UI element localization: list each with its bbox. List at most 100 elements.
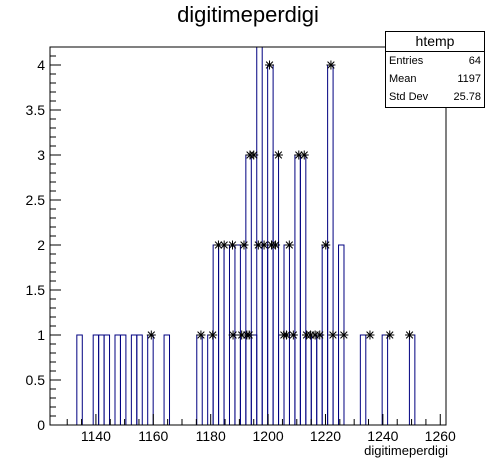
marker-stroke (329, 331, 337, 339)
marker-stroke (405, 331, 414, 339)
marker-stroke (220, 241, 228, 249)
data-point-marker (265, 60, 275, 70)
marker-stroke (322, 241, 330, 249)
y-tick-label: 3 (37, 147, 45, 163)
marker-stroke (285, 241, 294, 249)
histogram-bin (239, 334, 247, 425)
data-point-marker (315, 330, 325, 340)
histogram-bin (278, 334, 285, 425)
marker-group (146, 60, 415, 340)
stats-mean-label: Mean (389, 73, 417, 85)
histogram-bin (245, 154, 252, 425)
histogram-bin (196, 334, 203, 425)
x-tick-label: 1220 (310, 428, 341, 444)
histogram-bin (288, 334, 296, 425)
stats-row-entries: Entries 64 (386, 52, 484, 70)
stats-std-label: Std Dev (389, 91, 429, 103)
y-tick-label: 0 (37, 417, 45, 433)
y-tick-label: 2 (37, 237, 45, 253)
data-point-marker (196, 330, 206, 340)
histogram-bin (261, 244, 269, 425)
stats-box-title: htemp (386, 32, 484, 52)
histogram-outline-group (76, 46, 416, 425)
stats-mean-value: 1197 (457, 73, 481, 85)
histogram-bin (294, 154, 301, 425)
data-point-marker (385, 330, 395, 340)
histogram-bin (114, 334, 121, 425)
histogram-bin (299, 154, 307, 425)
histogram-bin (316, 334, 323, 425)
histogram-bin (228, 334, 236, 425)
y-tick-label: 2.5 (26, 192, 46, 208)
stats-std-value: 25.78 (453, 91, 481, 103)
data-point-marker (405, 330, 415, 340)
y-tick-label: 3.5 (26, 102, 46, 118)
marker-stroke (197, 331, 205, 339)
axes-group: 1140 1160 1180 1200 1220 1240 1260 0 0.5 1 1.5 2 2.5… (26, 46, 456, 444)
histogram-bin (136, 334, 143, 425)
data-point-marker (365, 330, 375, 340)
stats-row-std: Std Dev 25.78 (386, 88, 484, 106)
data-point-marker (273, 150, 283, 160)
marker-stroke (295, 151, 303, 159)
marker-stroke (300, 151, 308, 159)
stats-box: htemp Entries 64 Mean 1197 Std Dev 25.78 (385, 31, 485, 108)
data-point-marker (271, 240, 281, 250)
histogram-bin (147, 334, 154, 425)
y-tick-label: 1 (37, 327, 45, 343)
histogram-bin (381, 334, 389, 425)
marker-stroke (340, 331, 348, 339)
histogram-bin (332, 334, 340, 425)
histogram-bin (408, 334, 416, 425)
histogram-bin (250, 334, 258, 425)
histogram-bin (218, 244, 225, 425)
x-tick-label: 1180 (196, 428, 226, 444)
data-point-marker (208, 330, 218, 340)
x-tick-label: 1160 (138, 428, 168, 444)
data-point-marker (288, 330, 298, 340)
data-point-marker (326, 60, 336, 70)
data-point-marker (244, 330, 254, 340)
marker-stroke (386, 331, 394, 339)
data-point-marker (328, 330, 338, 340)
data-point-marker (339, 330, 349, 340)
y-tick-label: 4 (37, 57, 45, 73)
marker-stroke (254, 241, 263, 249)
y-tick-label: 1.5 (26, 282, 46, 298)
marker-stroke (282, 331, 291, 339)
stats-entries-value: 64 (468, 55, 481, 67)
marker-stroke (208, 331, 217, 339)
marker-stroke (327, 61, 335, 69)
marker-stroke (366, 331, 374, 339)
marker-stroke (245, 331, 253, 339)
stats-row-mean: Mean 1197 (386, 70, 484, 88)
x-tick-label: 1240 (367, 428, 398, 444)
stats-entries-label: Entries (389, 55, 424, 67)
data-point-marker (228, 330, 238, 340)
data-point-marker (284, 240, 294, 250)
marker-stroke (265, 61, 274, 69)
histogram-bin (305, 334, 312, 425)
histogram-bin (103, 334, 111, 425)
marker-stroke (240, 241, 248, 249)
histogram-bin (359, 334, 367, 425)
data-point-marker (146, 330, 156, 340)
data-point-marker (299, 150, 309, 160)
data-point-marker (321, 240, 331, 250)
data-point-marker (228, 240, 238, 250)
chart-title: digitimeperdigi (177, 2, 319, 27)
data-point-marker (239, 240, 249, 250)
x-axis-label: digitimeperdigi (364, 443, 448, 458)
marker-stroke (228, 241, 237, 249)
histogram-bin (256, 46, 263, 425)
data-point-marker (249, 150, 259, 160)
marker-stroke (260, 241, 268, 249)
histogram-bin (272, 154, 280, 425)
marker-stroke (289, 331, 298, 339)
x-tick-label: 1140 (81, 428, 111, 444)
data-point-marker (219, 240, 229, 250)
marker-stroke (214, 241, 223, 249)
marker-stroke (229, 331, 237, 339)
histogram-bin (76, 334, 83, 425)
